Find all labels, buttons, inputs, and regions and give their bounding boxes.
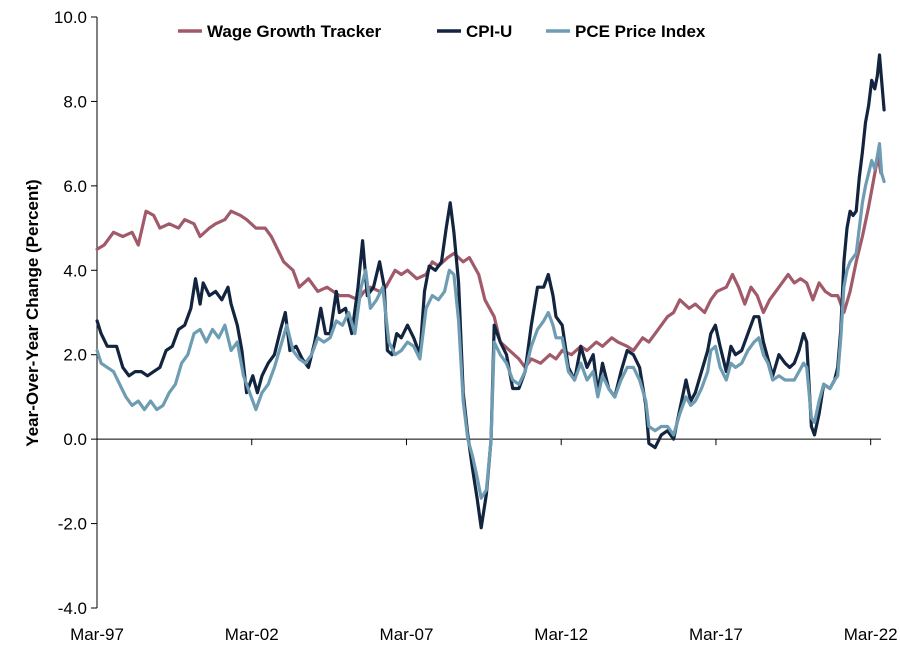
x-tick-label: Mar-97 [70,625,124,644]
y-tick-label: 4.0 [63,261,87,280]
y-tick-label: -2.0 [58,515,87,534]
series-line-pce-price-index [95,142,886,500]
x-tick-label: Mar-02 [225,625,279,644]
x-tick-label: Mar-12 [534,625,588,644]
y-tick-label: 2.0 [63,346,87,365]
y-tick-label: 10.0 [54,8,87,27]
y-axis: -4.0 -2.0 0.0 2.0 4.0 6.0 8.0 10.0 [54,8,98,618]
x-tick-label: Mar-07 [380,625,434,644]
y-axis-title: Year-Over-Year Change (Percent) [23,179,42,446]
legend-label-wage-growth-tracker: Wage Growth Tracker [207,22,382,41]
legend-label-cpi-u: CPI-U [466,22,512,41]
x-tick-label: Mar-22 [844,625,898,644]
x-axis: Mar-97 Mar-02 Mar-07 Mar-12 Mar-17 Mar-22 [70,438,898,644]
legend-label-pce-price-index: PCE Price Index [575,22,706,41]
y-tick-label: 6.0 [63,177,87,196]
series-line-wage-growth-tracker [95,154,883,369]
series-lines [95,53,886,530]
y-tick-label: -4.0 [58,599,87,618]
x-tick-label: Mar-17 [689,625,743,644]
legend: Wage Growth Tracker CPI-U PCE Price Index [178,22,706,41]
y-tick-label: 8.0 [63,92,87,111]
y-tick-label: 0.0 [63,430,87,449]
